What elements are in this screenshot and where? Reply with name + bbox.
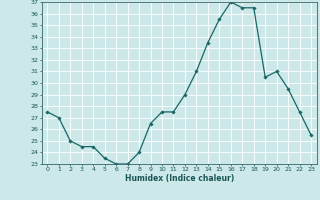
X-axis label: Humidex (Indice chaleur): Humidex (Indice chaleur)	[124, 174, 234, 183]
